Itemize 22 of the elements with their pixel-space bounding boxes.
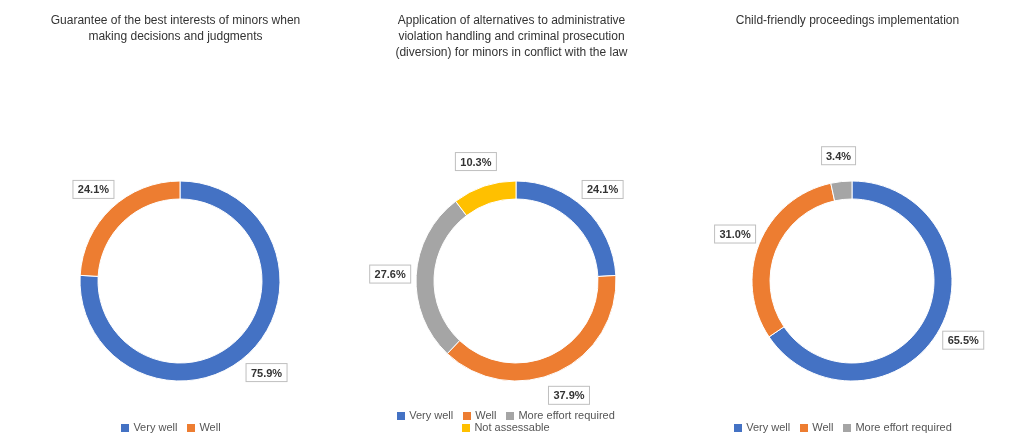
data-label: 24.1% — [77, 183, 110, 196]
data-label: 37.9% — [553, 389, 585, 402]
data-label: 24.1% — [587, 183, 619, 196]
legend-label: Not assessable — [474, 421, 550, 433]
legend-label: Very well — [746, 421, 791, 433]
data-label: 3.4% — [826, 149, 852, 162]
chart-title: Child-friendly proceedings implementation — [734, 12, 961, 29]
data-label: 10.3% — [460, 155, 492, 168]
legend-label: Very well — [409, 409, 454, 421]
chart-title: Guarantee of the best interests of minors when making decisions and judgments — [50, 12, 301, 45]
legend-label: Well — [199, 421, 221, 433]
data-label: 27.6% — [374, 268, 406, 281]
legend-label: Very well — [133, 421, 178, 433]
donut-slice — [79, 180, 281, 382]
legend-label: Well — [812, 421, 834, 433]
legend-label: More effort required — [518, 409, 615, 421]
chart-title: Application of alternatives to administrative violation handling and criminal prosecution (diversion) for minors in conflict with the law — [394, 12, 629, 61]
data-label: 75.9% — [250, 366, 283, 379]
data-label: 31.0% — [719, 228, 751, 241]
legend-label: More effort required — [855, 421, 952, 433]
data-label: 65.5% — [947, 334, 980, 347]
legend-label: Well — [475, 409, 497, 421]
